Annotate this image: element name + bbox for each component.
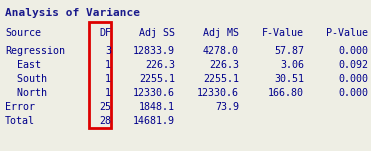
Text: 0.000: 0.000 <box>338 88 368 98</box>
Text: 3: 3 <box>105 46 111 56</box>
Text: North: North <box>5 88 47 98</box>
Text: 226.3: 226.3 <box>209 60 239 70</box>
Text: 0.000: 0.000 <box>338 46 368 56</box>
Text: East: East <box>5 60 41 70</box>
Text: 12833.9: 12833.9 <box>133 46 175 56</box>
Text: 3.06: 3.06 <box>280 60 304 70</box>
Text: 166.80: 166.80 <box>268 88 304 98</box>
Text: 28: 28 <box>99 116 111 126</box>
Text: Source: Source <box>5 28 41 38</box>
Text: DF: DF <box>99 28 111 38</box>
Text: 226.3: 226.3 <box>145 60 175 70</box>
Text: 4278.0: 4278.0 <box>203 46 239 56</box>
Text: Error: Error <box>5 102 35 112</box>
Text: 1848.1: 1848.1 <box>139 102 175 112</box>
Text: Adj SS: Adj SS <box>139 28 175 38</box>
Text: 1: 1 <box>105 88 111 98</box>
Text: 14681.9: 14681.9 <box>133 116 175 126</box>
Text: 1: 1 <box>105 60 111 70</box>
Text: South: South <box>5 74 47 84</box>
Text: P-Value: P-Value <box>326 28 368 38</box>
Text: 73.9: 73.9 <box>215 102 239 112</box>
Text: 0.092: 0.092 <box>338 60 368 70</box>
Text: 0.000: 0.000 <box>338 74 368 84</box>
Text: 30.51: 30.51 <box>274 74 304 84</box>
Text: F-Value: F-Value <box>262 28 304 38</box>
Text: 57.87: 57.87 <box>274 46 304 56</box>
Text: 12330.6: 12330.6 <box>133 88 175 98</box>
Text: 2255.1: 2255.1 <box>139 74 175 84</box>
Text: 12330.6: 12330.6 <box>197 88 239 98</box>
Text: 25: 25 <box>99 102 111 112</box>
Text: Total: Total <box>5 116 35 126</box>
Bar <box>89 22 111 128</box>
Text: Adj MS: Adj MS <box>203 28 239 38</box>
Text: Regression: Regression <box>5 46 65 56</box>
Text: 1: 1 <box>105 74 111 84</box>
Text: Analysis of Variance: Analysis of Variance <box>5 8 140 18</box>
Text: 2255.1: 2255.1 <box>203 74 239 84</box>
